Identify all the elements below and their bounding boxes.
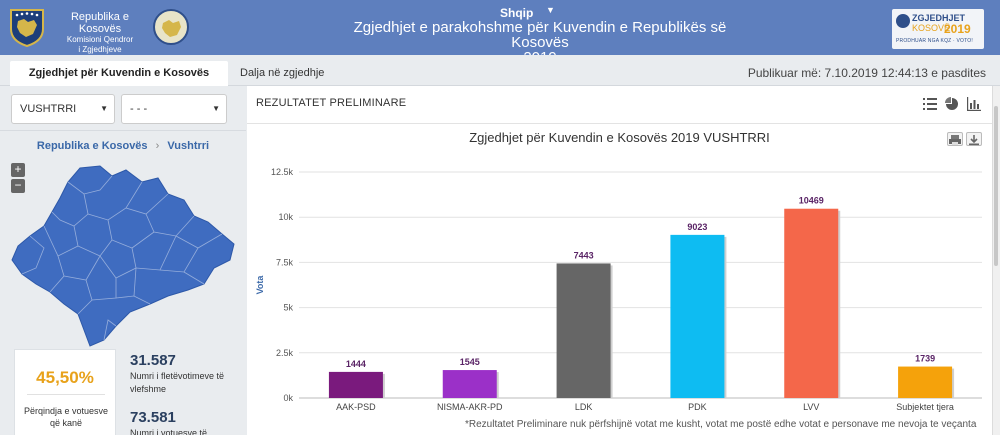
bar-chart-icon[interactable] [967, 97, 981, 111]
zoom-in-button[interactable]: + [11, 163, 25, 177]
data-label: 7443 [574, 250, 594, 260]
valid-ballots-label: Numri i fletëvotimeve të vlefshme [130, 371, 225, 394]
registered-voters-label: Numri i votuesve të regjistruar [130, 428, 208, 435]
x-tick-label: LVV [803, 402, 819, 412]
divider [27, 394, 105, 395]
footnote: *Rezultatet Preliminare nuk përfshijnë v… [465, 419, 977, 430]
results-panel-header: REZULTATET PRELIMINARE [247, 86, 992, 124]
breadcrumb: Republika e Kosovës › Vushtrri [0, 140, 246, 152]
list-icon[interactable] [923, 97, 937, 111]
x-tick-label: LDK [575, 402, 593, 412]
y-tick-label: 7.5k [276, 257, 294, 267]
polling-station-select-value: - - - [130, 103, 148, 115]
y-tick-label: 0k [283, 393, 293, 403]
data-label: 1444 [346, 359, 366, 369]
print-button[interactable] [947, 132, 963, 146]
vote-bar-chart: 0k 2.5k 5k 7.5k 10k 12.5k Vota 1444 AAK-PSD 1545 N… [255, 167, 982, 412]
language-selector[interactable]: Shqip [500, 6, 534, 20]
y-tick-label: 12.5k [271, 167, 294, 177]
y-tick-label: 10k [278, 212, 293, 222]
x-tick-label: PDK [688, 402, 707, 412]
turnout-label: Përqindja e votuesve që kanë [23, 406, 109, 428]
zoom-out-button[interactable]: − [11, 179, 25, 193]
kosovo-emblem-icon [10, 9, 44, 47]
divider [0, 130, 246, 131]
turnout-percentage: 45,50% [36, 368, 94, 387]
bar-ldk [556, 263, 611, 398]
breadcrumb-root-link[interactable]: Republika e Kosovës [36, 140, 148, 152]
download-icon [969, 135, 979, 146]
municipality-select-value: VUSHTRRI [20, 103, 77, 115]
bar-lvv [784, 208, 839, 398]
org-name-block: Republika e Kosovës Komisioni Qendror i … [52, 11, 148, 55]
published-timestamp: Publikuar më: 7.10.2019 12:44:13 e pasdi… [747, 66, 986, 80]
app-header: Republika e Kosovës Komisioni Qendror i … [0, 0, 1000, 65]
bar-nisma-akr-pd [442, 370, 497, 398]
registered-voters-count: 73.581 [130, 409, 176, 426]
brand-word: KOSOVË [912, 23, 951, 33]
results-panel-title: REZULTATET PRELIMINARE [256, 97, 407, 109]
y-tick-label: 2.5k [276, 348, 294, 358]
brand-subtitle: PRODHUAR NGA KQZ · VOTO! [896, 38, 973, 44]
brand-year: 2019 [944, 22, 971, 36]
bar-pdk [670, 234, 725, 398]
pie-chart-icon[interactable] [945, 97, 959, 111]
y-axis-label: Vota [255, 275, 265, 295]
turnout-card: 45,50% Përqindja e votuesve që kanë [14, 349, 116, 435]
breadcrumb-current[interactable]: Vushtrri [167, 140, 210, 152]
kosovo-map[interactable] [8, 164, 238, 349]
data-label: 1545 [460, 357, 480, 367]
scrollbar-thumb[interactable] [994, 106, 998, 266]
org-subname-2: i Zgjedhjeve [78, 45, 122, 54]
polling-station-select[interactable]: - - - ▼ [121, 94, 227, 124]
data-label: 9023 [687, 222, 707, 232]
brand-logo-icon [896, 14, 910, 28]
sidebar: VUSHTRRI ▼ - - - ▼ Republika e Kosovës ›… [0, 86, 246, 435]
data-label: 1739 [915, 354, 935, 364]
brand-title: ZGJEDHJET [912, 13, 966, 23]
bar-subjektet-tjera [898, 366, 953, 398]
download-button[interactable] [966, 132, 982, 146]
chevron-down-icon: ▼ [100, 104, 108, 113]
valid-ballots-count: 31.587 [130, 352, 176, 369]
print-icon [949, 135, 961, 145]
chevron-down-icon: ▼ [212, 104, 220, 113]
caret-down-icon[interactable]: ▼ [546, 5, 555, 15]
kqz-seal-icon [153, 9, 189, 45]
bar-aak-psd [328, 371, 383, 398]
tab-bar: Zgjedhjet për Kuvendin e Kosovës 2019 Da… [0, 55, 1000, 104]
org-name: Republika e Kosovës [70, 11, 130, 35]
x-tick-label: Subjektet tjera [896, 402, 954, 412]
tab-turnout[interactable]: Dalja në zgjedhje [240, 67, 325, 79]
tab-parliament-elections[interactable]: Zgjedhjet për Kuvendin e Kosovës 2019 [10, 61, 228, 104]
breadcrumb-separator-icon: › [155, 140, 160, 152]
page-title-line1: Zgjedhjet e parakohshme për Kuvendin e R… [353, 19, 727, 51]
elections-brand-logo: ZGJEDHJET KOSOVË 2019 PRODHUAR NGA KQZ ·… [892, 9, 984, 49]
results-panel: REZULTATET PRELIMINARE Zgjedhjet për Kuv… [247, 86, 992, 435]
org-subname-1: Komisioni Qendror [66, 35, 134, 44]
x-tick-label: NISMA-AKR-PD [437, 402, 503, 412]
data-label: 10469 [799, 196, 824, 206]
x-tick-label: AAK-PSD [336, 402, 376, 412]
chart-title: Zgjedhjet për Kuvendin e Kosovës 2019 VU… [469, 130, 770, 145]
y-tick-label: 5k [283, 303, 293, 313]
municipality-select[interactable]: VUSHTRRI ▼ [11, 94, 115, 124]
